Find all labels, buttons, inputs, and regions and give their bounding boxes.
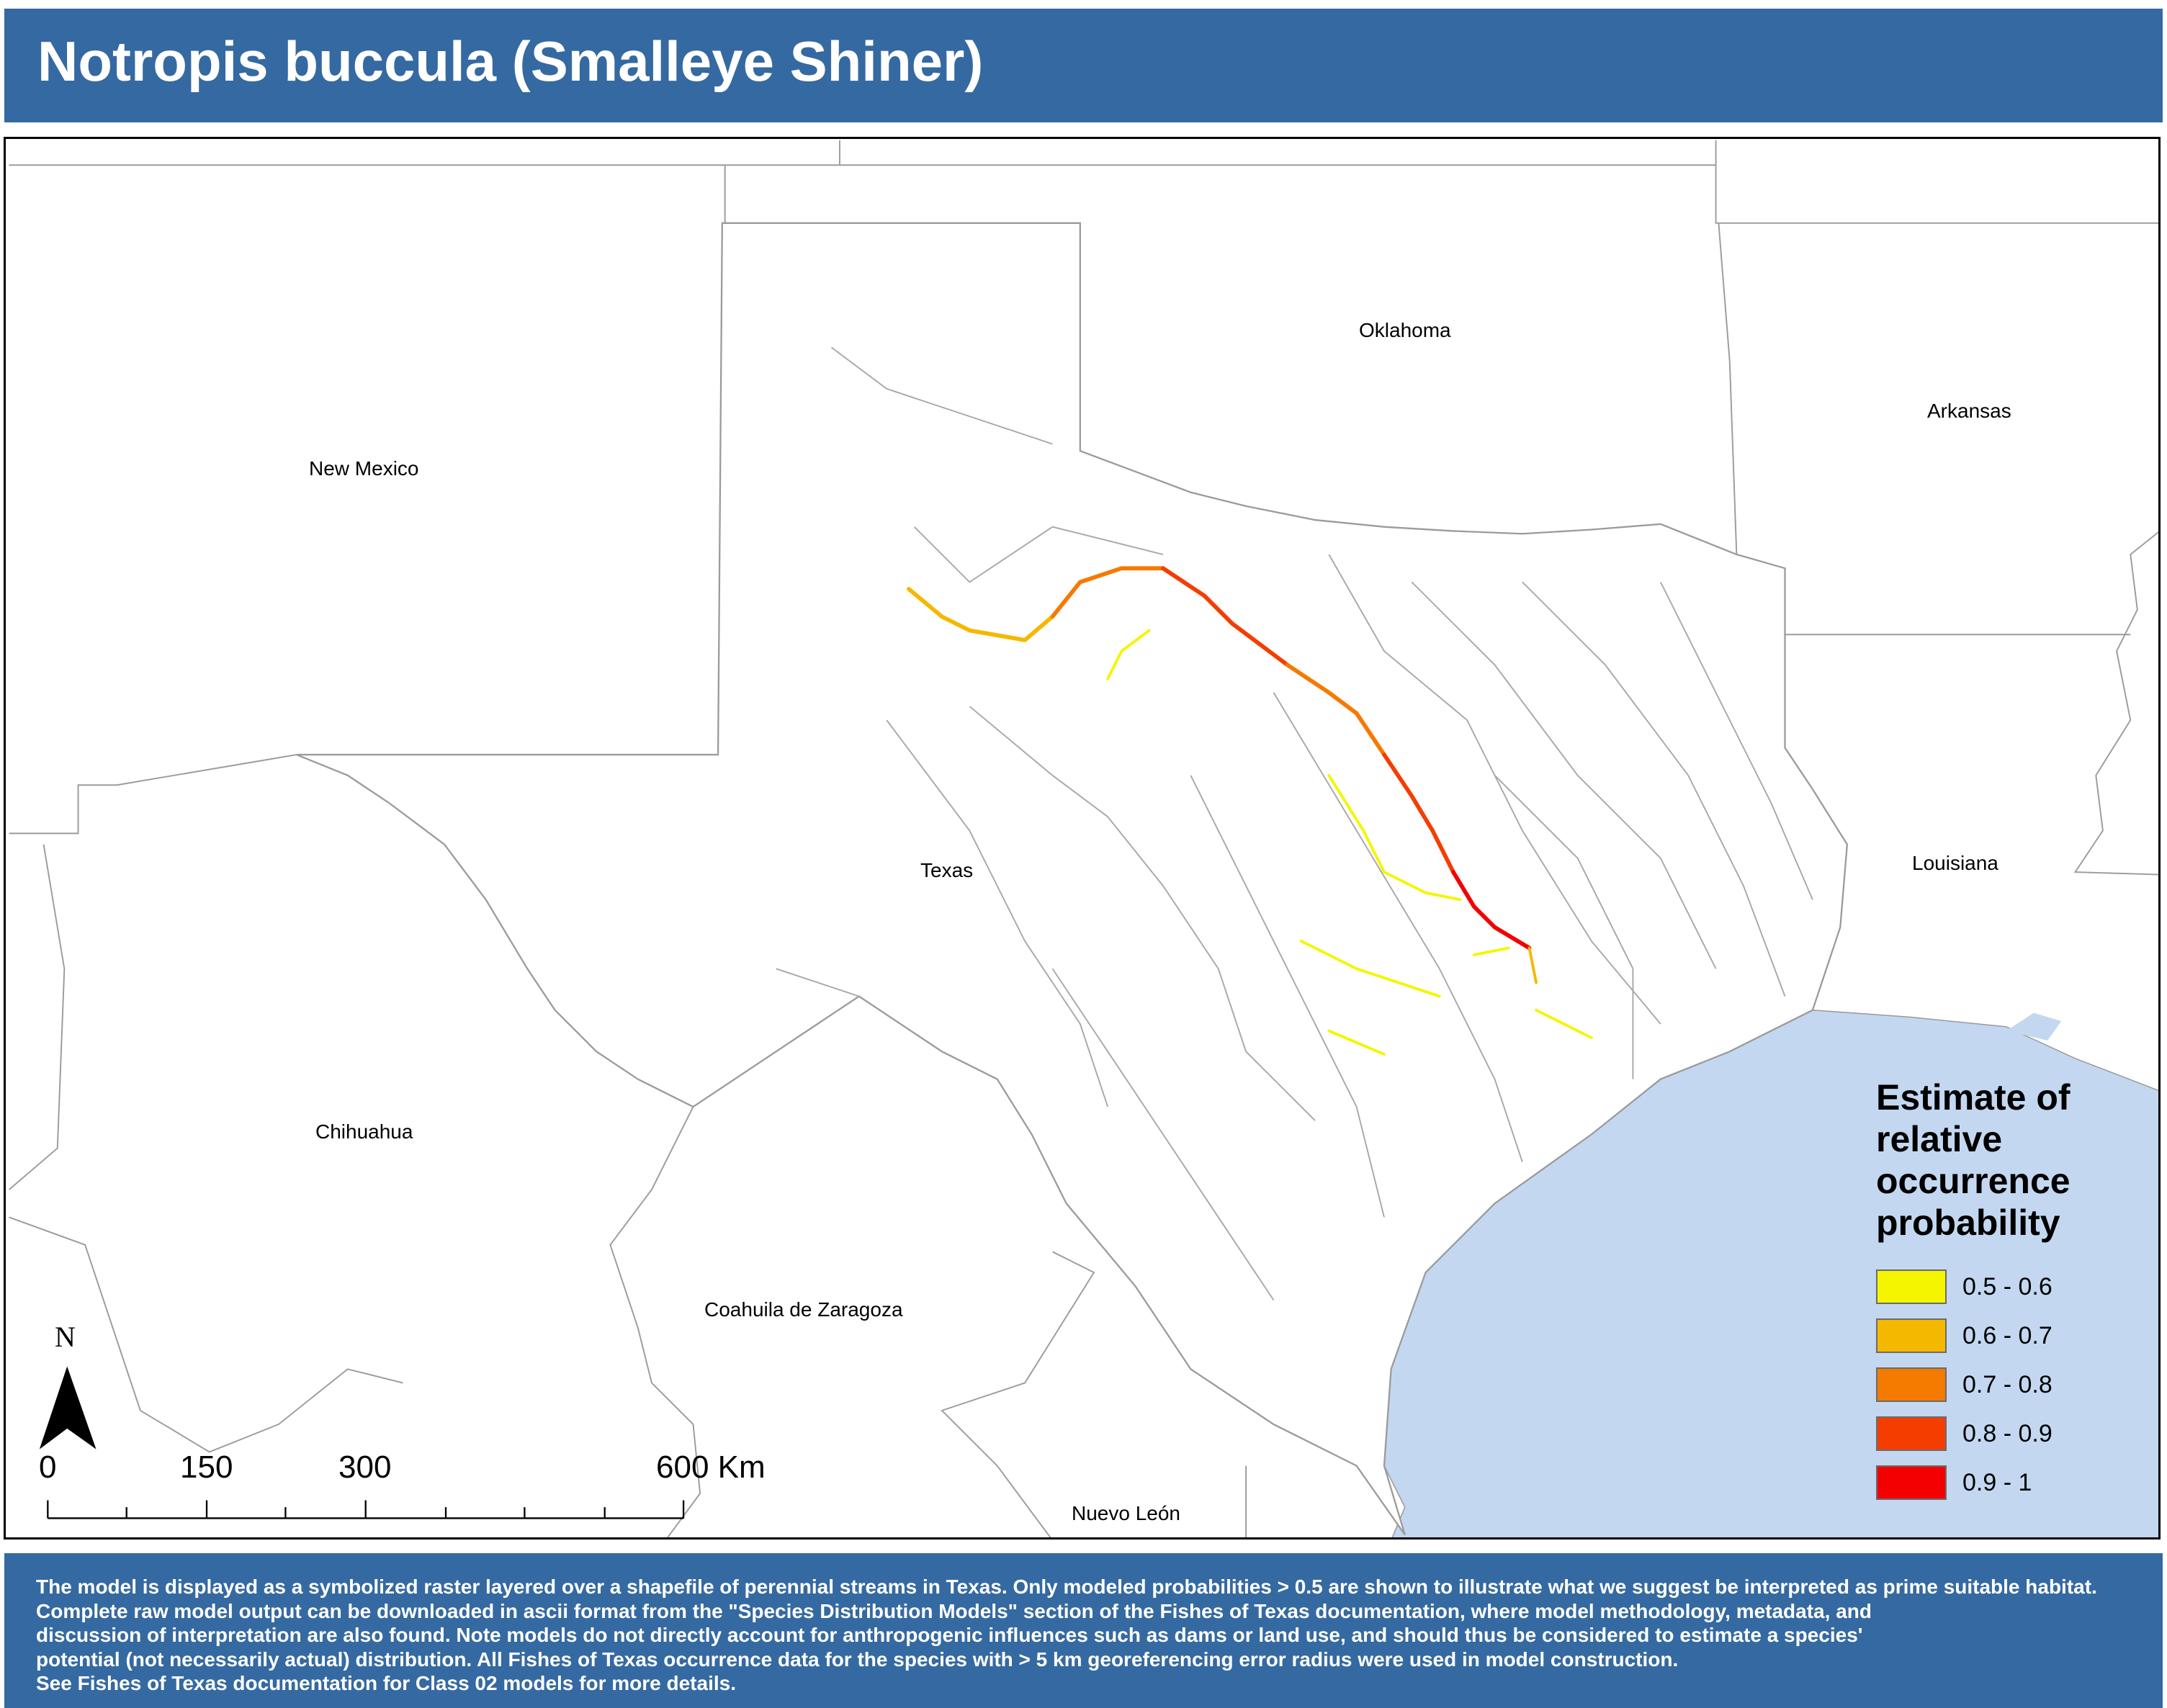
scale-label-150: 150 (180, 1449, 233, 1485)
legend-swatch (1876, 1367, 1947, 1402)
legend-title: Estimate of relative occurrence probabil… (1876, 1077, 2070, 1243)
label-coahuila: Coahuila de Zaragoza (704, 1298, 903, 1321)
legend-label: 0.9 - 1 (1962, 1468, 2032, 1496)
occurrence-raster (906, 566, 1593, 1056)
legend-item: 0.9 - 1 (1876, 1458, 2150, 1507)
legend-swatch (1876, 1318, 1947, 1353)
map-frame: New Mexico Oklahoma Arkansas Louisiana T… (4, 137, 2161, 1540)
map-canvas (8, 140, 2158, 1537)
footer-text: The model is displayed as a symbolized r… (36, 1576, 2097, 1694)
political-borders (8, 140, 2158, 1537)
perennial-streams (776, 346, 1813, 1301)
legend-item: 0.7 - 0.8 (1876, 1360, 2150, 1409)
scale-label-0: 0 (39, 1449, 57, 1485)
scale-bar (47, 1500, 685, 1519)
label-louisiana: Louisiana (1912, 852, 1998, 874)
legend-item: 0.6 - 0.7 (1876, 1311, 2150, 1360)
label-arkansas: Arkansas (1927, 400, 2011, 422)
scale-label-300: 300 (338, 1449, 392, 1485)
legend-item: 0.8 - 0.9 (1876, 1409, 2150, 1458)
label-chihuahua: Chihuahua (315, 1120, 413, 1143)
legend-swatch (1876, 1416, 1947, 1451)
legend-swatch (1876, 1269, 1947, 1304)
legend-label: 0.6 - 0.7 (1962, 1321, 2052, 1349)
legend: Estimate of relative occurrence probabil… (1876, 1077, 2150, 1507)
north-arrow-icon (39, 1366, 97, 1449)
footer-note: The model is displayed as a symbolized r… (4, 1553, 2163, 1708)
label-texas: Texas (920, 859, 974, 881)
legend-label: 0.8 - 0.9 (1962, 1419, 2052, 1447)
lagoon (2006, 1012, 2062, 1040)
label-new-mexico: New Mexico (309, 457, 419, 480)
scale-label-600: 600 Km (656, 1449, 766, 1485)
title-bar: Notropis buccula (Smalleye Shiner) (4, 9, 2163, 122)
map-title: Notropis buccula (Smalleye Shiner) (37, 30, 984, 93)
label-oklahoma: Oklahoma (1359, 319, 1451, 341)
label-nuevo-leon: Nuevo León (1072, 1502, 1181, 1524)
north-label: N (55, 1321, 76, 1353)
legend-label: 0.5 - 0.6 (1962, 1272, 2052, 1300)
legend-swatch (1876, 1465, 1947, 1500)
legend-label: 0.7 - 0.8 (1962, 1370, 2052, 1398)
legend-item: 0.5 - 0.6 (1876, 1262, 2150, 1311)
texas-outline (296, 222, 1849, 1536)
